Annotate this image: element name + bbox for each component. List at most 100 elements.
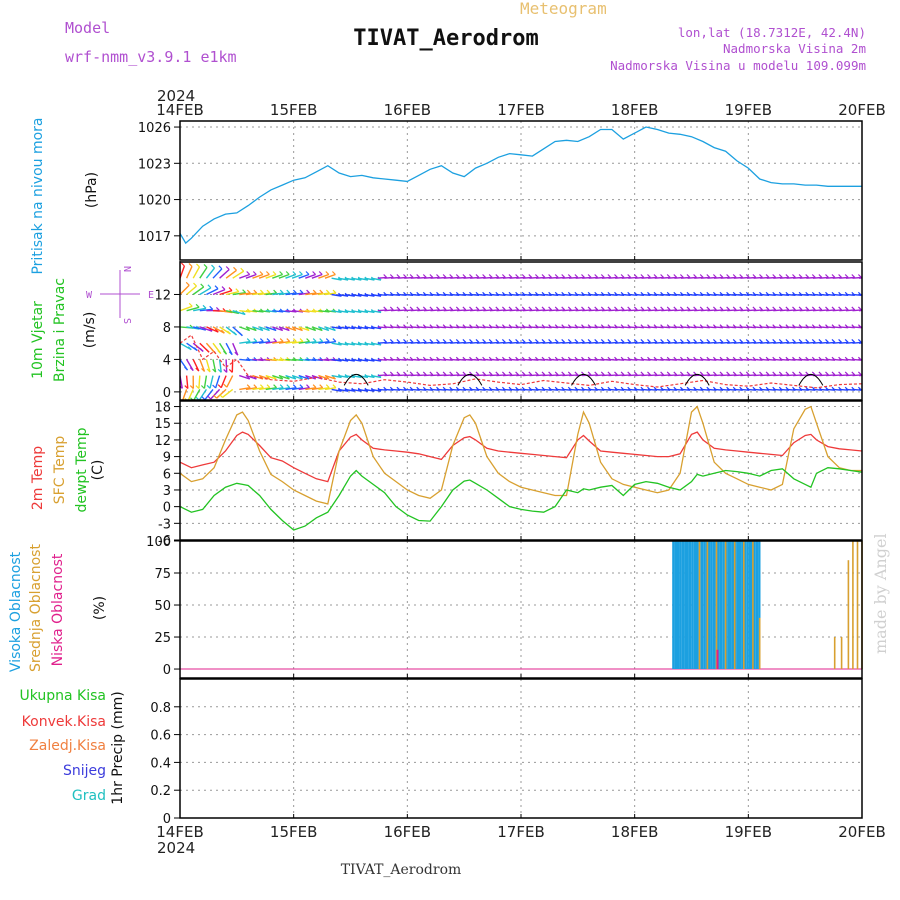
wind-barb bbox=[298, 340, 310, 344]
cloud-mid-bar bbox=[856, 541, 859, 669]
wind-barb-tip bbox=[429, 338, 434, 343]
wind-barb bbox=[371, 374, 382, 379]
wind-barb bbox=[371, 342, 382, 346]
wind-barb bbox=[225, 342, 233, 356]
wind-barb-tip bbox=[246, 271, 251, 275]
wind-barb bbox=[858, 374, 862, 377]
wind-barb bbox=[318, 310, 330, 313]
wind-barb-tip bbox=[225, 266, 230, 270]
wind-barb-tip bbox=[627, 338, 632, 343]
wind-barb-tip bbox=[495, 371, 500, 376]
wind-barb bbox=[193, 326, 206, 331]
wind-barb bbox=[258, 387, 271, 391]
wind-barb bbox=[265, 326, 277, 332]
wind-barb bbox=[278, 387, 290, 391]
wind-barb-tip bbox=[449, 338, 454, 343]
cloud-ytick-label: 25 bbox=[154, 631, 171, 646]
wind-barb-tip bbox=[429, 274, 434, 278]
wind-barb bbox=[212, 326, 225, 334]
cloud-high-bar bbox=[688, 541, 692, 669]
wind-barb-tip bbox=[865, 387, 868, 390]
wind-barb-tip bbox=[805, 274, 810, 278]
wind-barb bbox=[371, 293, 382, 297]
wind-barb bbox=[305, 292, 317, 296]
wind-barb-tip bbox=[726, 274, 731, 278]
wind-barb-tip bbox=[594, 371, 599, 376]
wind-barb-tip bbox=[759, 371, 763, 376]
wind-barb bbox=[239, 374, 251, 380]
wind-barb bbox=[186, 306, 200, 312]
wind-barb bbox=[292, 310, 304, 313]
temp-ytick-label: 12 bbox=[154, 434, 171, 449]
wind-barb-tip bbox=[594, 274, 599, 278]
wind-barb-tip bbox=[306, 384, 310, 389]
model-name: wrf-nmm_v3.9.1 e1km bbox=[65, 48, 237, 66]
wind-barb-tip bbox=[475, 338, 480, 343]
wind-barb bbox=[324, 326, 336, 332]
wind-barb-tip bbox=[299, 384, 304, 389]
wind-barb-tip bbox=[188, 262, 193, 267]
wind-barb-tip bbox=[745, 338, 750, 343]
wind-barb bbox=[219, 268, 230, 279]
wind-barb-tip bbox=[318, 271, 323, 275]
wind-barb bbox=[298, 292, 310, 296]
wind-barb-tip bbox=[805, 306, 810, 311]
wind-barb-tip bbox=[306, 338, 311, 343]
temp-label-sfc: SFC Temp bbox=[52, 436, 68, 505]
wind-barb-tip bbox=[745, 371, 750, 376]
wind-barb bbox=[232, 342, 239, 356]
cloud-label-mid: Srednja Oblacnost bbox=[28, 544, 44, 672]
wind-barb-tip bbox=[844, 274, 849, 278]
wind-barb-tip bbox=[409, 274, 414, 278]
wind-barb-tip bbox=[286, 338, 291, 343]
wind-barb-tip bbox=[273, 384, 278, 389]
wind-barb-tip bbox=[193, 347, 198, 352]
wind-barb-tip bbox=[292, 338, 297, 343]
wind-barb-tip bbox=[508, 274, 513, 278]
wind-label-1: 10m Vjetar bbox=[30, 301, 46, 379]
wind-barb bbox=[298, 326, 310, 332]
wind-barb-tip bbox=[620, 371, 625, 376]
wind-barb bbox=[305, 387, 317, 391]
wind-barb bbox=[311, 273, 323, 279]
temp2m-line bbox=[179, 431, 863, 483]
wind-barb-tip bbox=[501, 306, 506, 311]
wind-barb bbox=[305, 340, 317, 344]
wind-barb bbox=[258, 374, 270, 380]
wind-barb-tip bbox=[515, 371, 520, 376]
wind-barb-tip bbox=[548, 371, 553, 376]
wind-barb bbox=[298, 374, 310, 380]
wind-barb-tip bbox=[726, 306, 731, 311]
wind-barb bbox=[278, 326, 290, 332]
wind-barb bbox=[272, 273, 283, 279]
wind-barb-tip bbox=[200, 385, 205, 389]
wind-barb-tip bbox=[765, 306, 770, 311]
cloud-mid-bar bbox=[847, 560, 850, 669]
precip-label-conv: Konvek.Kisa bbox=[22, 714, 106, 730]
wind-barb-tip bbox=[778, 371, 783, 376]
wind-barb-tip bbox=[865, 292, 868, 295]
wind-barb-tip bbox=[223, 383, 228, 388]
wind-barb bbox=[212, 288, 226, 296]
cloud-high-bar bbox=[703, 541, 706, 669]
cloud-low-bar bbox=[716, 649, 719, 669]
wind-barb-tip bbox=[805, 338, 810, 343]
wind-barb-tip bbox=[213, 394, 218, 399]
wind-barb-tip bbox=[482, 306, 487, 311]
wind-barb bbox=[192, 266, 201, 279]
wind-barb-tip bbox=[285, 271, 290, 275]
wind-barb-tip bbox=[521, 371, 526, 376]
wind-barb-tip bbox=[199, 347, 204, 352]
wind-barb-tip bbox=[534, 338, 539, 343]
temp-unit: (C) bbox=[90, 460, 106, 481]
wind-barb bbox=[338, 293, 349, 297]
wind-barb-tip bbox=[331, 327, 336, 331]
wind-barb-tip bbox=[548, 274, 553, 278]
wind-barb-tip bbox=[501, 371, 506, 376]
cloud-ytick-label: 50 bbox=[154, 599, 171, 614]
wind-barb bbox=[203, 375, 208, 389]
wind-barb-tip bbox=[857, 274, 862, 278]
wind-barb-tip bbox=[396, 306, 401, 311]
wind-barb-tip bbox=[217, 384, 222, 389]
wind-barb bbox=[205, 359, 211, 373]
